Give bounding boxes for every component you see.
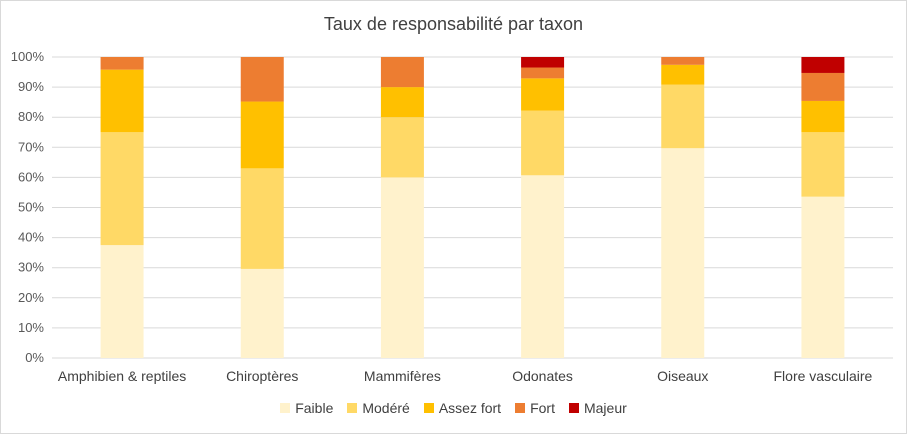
bar-segment-assez-fort xyxy=(240,101,284,169)
bar-segment-assez-fort xyxy=(100,69,144,133)
x-category-label: Flore vasculaire xyxy=(774,368,873,384)
legend-label: Fort xyxy=(530,400,555,416)
bar-segment-modéré xyxy=(100,132,144,246)
legend-label: Faible xyxy=(295,400,334,416)
legend-swatch xyxy=(280,403,291,413)
bar-segment-modéré xyxy=(521,110,565,176)
y-tick-label: 50% xyxy=(18,200,44,215)
chart-legend: Faible Modéré Assez fort Fort Majeur xyxy=(0,400,907,416)
bar-segment-assez-fort xyxy=(380,87,424,118)
y-tick-label: 60% xyxy=(18,169,44,184)
y-tick-label: 40% xyxy=(18,230,44,245)
bar-segment-fort xyxy=(661,57,705,65)
y-tick-label: 10% xyxy=(18,320,44,335)
bar-segment-majeur xyxy=(521,57,565,68)
x-category-label: Amphibien & reptiles xyxy=(58,368,186,384)
bar-segment-modéré xyxy=(801,132,845,197)
legend-item: Fort xyxy=(515,400,555,416)
legend-label: Majeur xyxy=(583,400,627,416)
bar-segment-fort xyxy=(100,57,144,70)
bar-segment-assez-fort xyxy=(801,100,845,133)
bar-segment-fort xyxy=(380,57,424,88)
chart-title: Taux de responsabilité par taxon xyxy=(323,14,584,34)
bar-segment-majeur xyxy=(801,57,845,73)
legend-swatch xyxy=(568,403,579,413)
legend-label: Modéré xyxy=(362,400,410,416)
legend-swatch xyxy=(347,403,358,413)
legend-label: Assez fort xyxy=(438,400,502,416)
legend-item: Majeur xyxy=(568,400,627,416)
x-category-label: Odonates xyxy=(512,368,573,384)
bar-segment-modéré xyxy=(380,117,424,178)
bar-segment-assez-fort xyxy=(521,78,565,111)
legend-item: Modéré xyxy=(347,400,410,416)
bar-segment-faible xyxy=(100,245,144,358)
bar-segment-fort xyxy=(801,72,845,101)
legend-item: Assez fort xyxy=(423,400,502,416)
x-category-label: Mammifères xyxy=(364,368,441,384)
bar-segment-faible xyxy=(801,196,845,358)
bar-segment-fort xyxy=(521,67,565,79)
y-tick-label: 100% xyxy=(11,49,45,64)
x-category-label: Chiroptères xyxy=(226,368,298,384)
legend-swatch xyxy=(423,403,434,413)
x-category-label: Oiseaux xyxy=(657,368,708,384)
y-tick-label: 90% xyxy=(18,79,44,94)
bar-segment-faible xyxy=(240,268,284,358)
bar-segment-modéré xyxy=(661,84,705,149)
bar-segment-modéré xyxy=(240,168,284,269)
bar-segment-assez-fort xyxy=(661,64,705,85)
y-tick-label: 20% xyxy=(18,290,44,305)
legend-item: Faible xyxy=(280,400,333,416)
y-tick-label: 80% xyxy=(18,109,44,124)
bar-segment-fort xyxy=(240,57,284,102)
y-tick-label: 0% xyxy=(25,350,44,365)
y-tick-label: 30% xyxy=(18,260,44,275)
y-tick-label: 70% xyxy=(18,139,44,154)
bar-segment-faible xyxy=(380,177,424,358)
bar-segment-faible xyxy=(661,148,705,358)
legend-swatch xyxy=(515,403,526,413)
bar-segment-faible xyxy=(521,175,565,358)
